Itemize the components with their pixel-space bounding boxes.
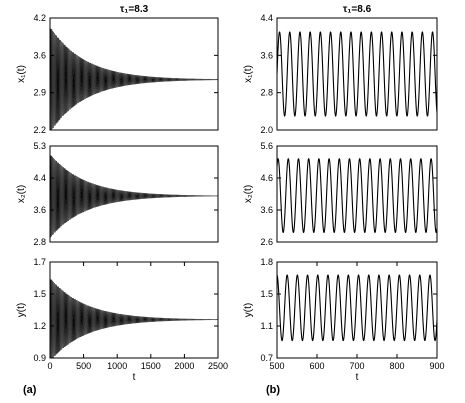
y-tick-label: 2.6 (260, 237, 273, 247)
series-line (277, 274, 437, 342)
y-tick-label: 5.6 (260, 141, 273, 151)
subplot-left-2: 5.3 4.4 3.6 2.8 x₂(t) (16, 141, 219, 247)
y-axis-label: y(t) (243, 303, 254, 317)
subplot-left-1: 4.2 3.6 2.9 2.2 x₁(t) τ₁=8.3 (16, 4, 219, 135)
y-tick-label: 3.6 (33, 205, 46, 215)
y-tick-label: 3.6 (33, 50, 46, 60)
series-line (277, 31, 437, 117)
y-tick-label: 0.9 (33, 353, 46, 363)
x-axis-label: t (133, 372, 136, 383)
series-line (50, 153, 218, 238)
y-tick-label: 1.2 (33, 321, 46, 331)
axes-frame (49, 145, 219, 243)
y-tick-label: 2.0 (260, 125, 273, 135)
y-tick-label: 5.3 (33, 141, 46, 151)
x-tick-label: 1500 (141, 361, 161, 371)
x-tick-label: 600 (309, 361, 324, 371)
axes-frame (276, 145, 438, 243)
x-tick-label: 500 (269, 361, 284, 371)
y-tick-label: 3.6 (260, 205, 273, 215)
y-tick-label: 2.9 (33, 88, 46, 98)
y-axis-label: x₁(t) (16, 65, 27, 83)
x-tick-label: 1000 (107, 361, 127, 371)
x-tick-label: 0 (47, 361, 52, 371)
axes-frame (49, 17, 219, 131)
y-axis-label: x₂(t) (243, 185, 254, 203)
x-tick-label: 2000 (174, 361, 194, 371)
y-tick-label: 1.7 (33, 257, 46, 267)
series-line (277, 158, 437, 234)
y-tick-label: 2.8 (260, 88, 273, 98)
subplot-right-2: 5.6 4.6 3.6 2.6 x₂(t) (243, 141, 438, 247)
y-axis-label: x₁(t) (243, 65, 254, 83)
series-line (50, 277, 218, 358)
y-tick-label: 0.7 (260, 353, 273, 363)
subplot-right-1: 4.4 3.6 2.8 2.0 x₁(t) τ₁=8.6 (243, 4, 438, 135)
y-tick-label: 4.2 (33, 13, 46, 23)
series-line (50, 26, 218, 130)
x-tick-label: 500 (76, 361, 91, 371)
y-tick-label: 2.8 (33, 237, 46, 247)
x-axis-label: t (356, 372, 359, 383)
x-tick-label: 800 (389, 361, 404, 371)
subplots: 4.2 3.6 2.9 2.2 x₁(t) τ₁=8.3 5.3 4.4 3.6 2.8 x₂(t)… (16, 4, 445, 383)
panel-label-a: (a) (23, 384, 37, 396)
y-tick-label: 1.5 (33, 289, 46, 299)
y-tick-label: 4.6 (260, 173, 273, 183)
axes-frame (276, 261, 438, 359)
chart-title: τ₁=8.3 (120, 4, 149, 15)
x-tick-label: 900 (429, 361, 444, 371)
chart-title: τ₁=8.6 (343, 4, 372, 15)
y-tick-label: 4.4 (33, 173, 46, 183)
y-tick-label: 1.5 (260, 289, 273, 299)
y-tick-label: 4.4 (260, 13, 273, 23)
panel-label-b: (b) (266, 384, 280, 396)
y-axis-label: x₂(t) (16, 185, 27, 203)
axes-frame (49, 261, 219, 359)
y-tick-label: 1.8 (260, 257, 273, 267)
axes-frame (276, 17, 438, 131)
subplot-left-3: 1.7 1.5 1.2 0.90 500 1000 1500 2000 2500 y(t) t (16, 257, 228, 383)
x-tick-label: 2500 (208, 361, 228, 371)
y-tick-label: 3.6 (260, 50, 273, 60)
y-tick-label: 1.1 (260, 321, 273, 331)
y-tick-label: 2.2 (33, 125, 46, 135)
y-axis-label: y(t) (16, 303, 27, 317)
x-tick-label: 700 (349, 361, 364, 371)
